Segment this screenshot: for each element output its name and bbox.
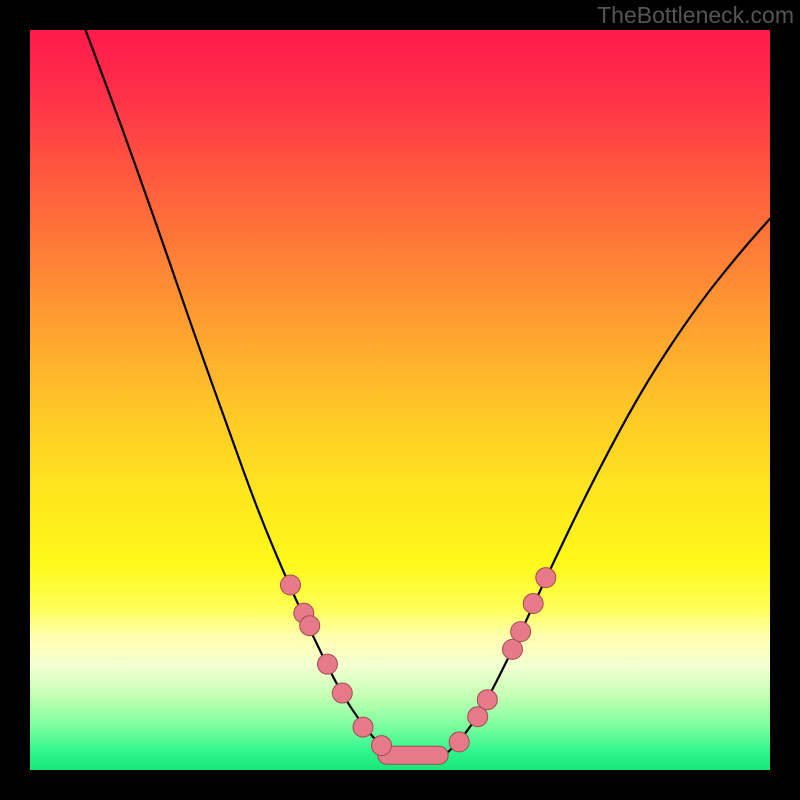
- curve-marker: [280, 575, 300, 595]
- watermark-text: TheBottleneck.com: [597, 2, 794, 29]
- curve-marker: [477, 690, 497, 710]
- curve-marker: [372, 736, 392, 756]
- curve-marker: [536, 568, 556, 588]
- curve-marker: [502, 639, 522, 659]
- curve-marker: [332, 683, 352, 703]
- curve-marker: [523, 594, 543, 614]
- curve-marker: [353, 717, 373, 737]
- curve-marker: [511, 622, 531, 642]
- curve-marker: [300, 616, 320, 636]
- bottleneck-chart: [0, 0, 800, 800]
- curve-marker: [449, 732, 469, 752]
- curve-marker: [317, 654, 337, 674]
- plot-background: [30, 30, 770, 770]
